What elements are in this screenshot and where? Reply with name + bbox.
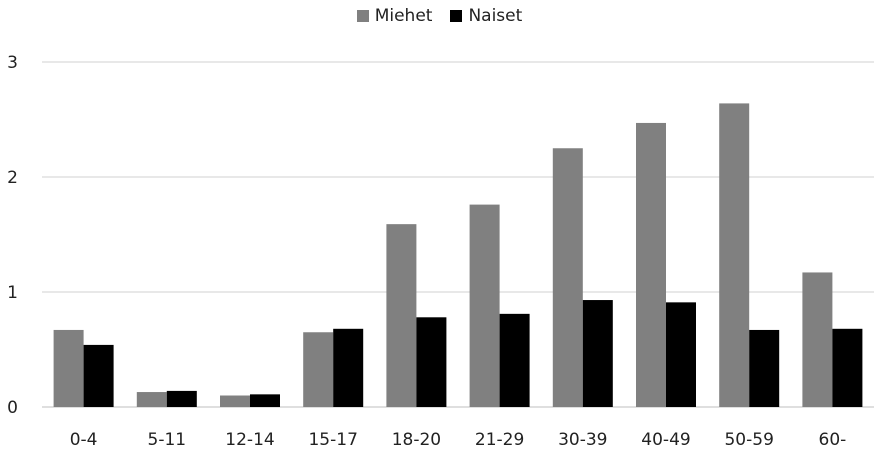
legend-label-naiset: Naiset (468, 6, 523, 26)
bar-naiset-15-17 (333, 328, 364, 407)
bar-naiset-18-20 (416, 317, 447, 407)
bar-miehet-50-59 (719, 103, 750, 408)
bar-naiset-5-11 (166, 390, 197, 407)
bar-naiset-12-14 (250, 394, 280, 407)
bar-naiset-30-39 (582, 300, 613, 407)
bar-naiset-50-59 (749, 329, 780, 407)
y-axis-ticks: 0 1 2 3 (7, 53, 18, 418)
y-tick-label: 0 (7, 398, 18, 418)
bar-miehet-21-29 (469, 204, 500, 407)
x-tick-label: 12-14 (225, 430, 274, 450)
x-tick-label: 21-29 (475, 430, 524, 450)
y-tick-label: 3 (7, 53, 18, 73)
legend-item-naiset: Naiset (450, 6, 522, 26)
bar-miehet-30-39 (552, 148, 583, 407)
x-tick-label: 40-49 (641, 430, 690, 450)
x-tick-label: 0-4 (70, 430, 98, 450)
x-tick-label: 18-20 (392, 430, 441, 450)
bars (53, 103, 863, 408)
bar-miehet-18-20 (386, 224, 417, 407)
bar-miehet-0-4 (53, 329, 84, 407)
legend-item-miehet: Miehet (356, 6, 433, 26)
legend-label-miehet: Miehet (374, 6, 433, 26)
bar-naiset-0-4 (83, 344, 114, 407)
bar-naiset-40-49 (666, 302, 696, 407)
x-tick-label: 50-59 (724, 430, 773, 450)
x-axis-ticks: 0-4 5-11 12-14 15-17 18-20 21-29 30-39 40-49 50-… (70, 430, 847, 450)
bar-miehet-40-49 (636, 122, 666, 407)
chart-legend: Miehet Naiset (0, 4, 879, 28)
y-tick-label: 1 (7, 283, 18, 303)
x-tick-label: 60- (819, 430, 847, 450)
x-tick-label: 15-17 (308, 430, 357, 450)
legend-swatch-naiset (450, 10, 463, 22)
bar-naiset-60- (832, 328, 863, 407)
bar-miehet-15-17 (303, 332, 334, 407)
bar-naiset-21-29 (499, 313, 530, 407)
y-tick-label: 2 (7, 168, 18, 188)
x-tick-label: 30-39 (558, 430, 607, 450)
bar-miehet-5-11 (136, 392, 167, 407)
bar-miehet-12-14 (220, 395, 250, 407)
x-tick-label: 5-11 (148, 430, 187, 450)
bar-miehet-60- (802, 272, 833, 407)
legend-swatch-miehet (356, 10, 369, 22)
